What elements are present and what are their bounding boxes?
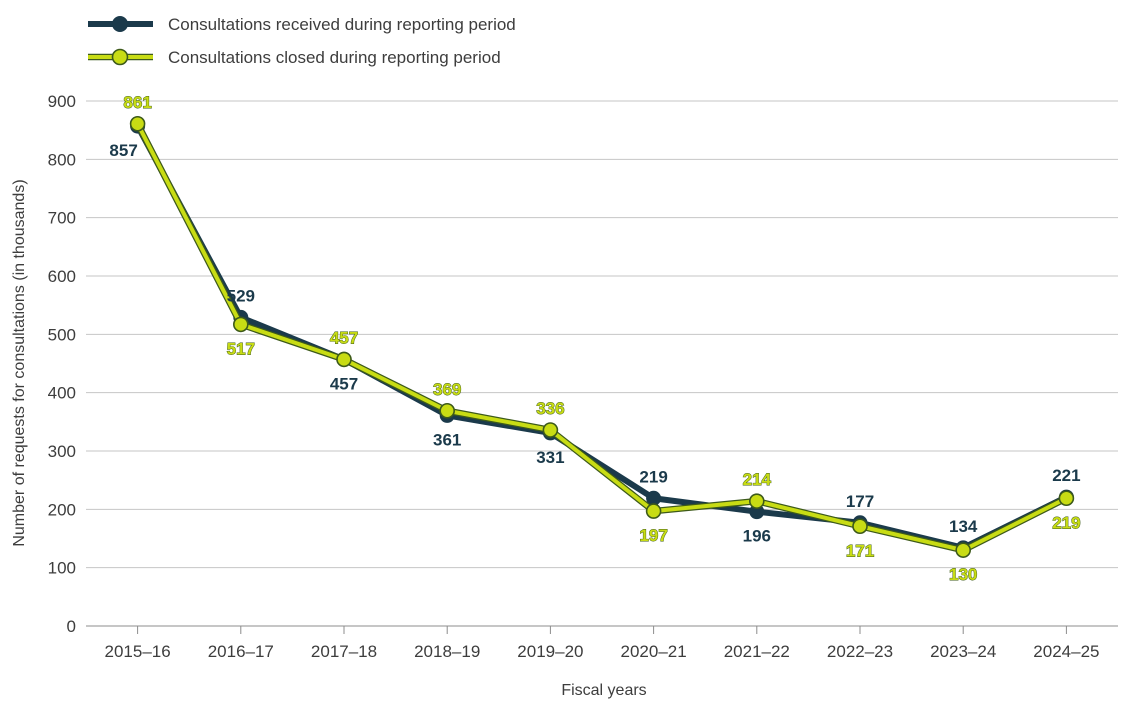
received-label-2018-19: 361 — [433, 430, 461, 449]
received-label-2017-18: 457 — [330, 374, 358, 393]
legend-closed-marker — [111, 48, 129, 66]
closed-point-2019-20 — [542, 422, 559, 438]
received-point-2020-21 — [646, 490, 662, 506]
x-tick-label-2023-24: 2023–24 — [930, 642, 996, 661]
y-tick-label-400: 400 — [48, 384, 76, 403]
y-tick-label-600: 600 — [48, 267, 76, 286]
y-tick-label-900: 900 — [48, 92, 76, 111]
closed-label-2015-16: 861 — [123, 93, 151, 112]
y-axis-title: Number of requests for consultations (in… — [11, 179, 28, 546]
closed-label-2016-17: 517 — [227, 339, 255, 358]
x-tick-label-2022-23: 2022–23 — [827, 642, 893, 661]
received-label-2016-17: 529 — [227, 286, 255, 305]
x-tick-label-2024-25: 2024–25 — [1033, 642, 1099, 661]
closed-point-2017-18 — [336, 351, 352, 368]
legend: Consultations received during reporting … — [88, 15, 516, 67]
y-tick-label-500: 500 — [48, 325, 76, 344]
y-tick-label-700: 700 — [48, 209, 76, 228]
y-axis-ticks: 0 100 200 300 400 500 600 700 800 900 — [48, 92, 76, 636]
closed-label-2019-20: 336 — [536, 399, 564, 418]
data-labels-group: 857 861 529 517 457 457 361 369 331 336 219 197 196 2… — [109, 92, 1081, 584]
closed-point-2021-22 — [748, 493, 765, 509]
closed-point-2018-19 — [439, 402, 456, 419]
y-tick-label-800: 800 — [48, 150, 76, 169]
closed-point-2016-17 — [233, 316, 249, 333]
gridlines — [86, 100, 1118, 627]
received-label-2020-21: 219 — [639, 467, 667, 486]
y-tick-label-200: 200 — [48, 500, 76, 519]
y-tick-label-0: 0 — [67, 617, 76, 636]
closed-label-2020-21: 197 — [639, 526, 667, 545]
closed-label-2023-24: 130 — [949, 565, 977, 584]
closed-point-2020-21 — [645, 503, 662, 519]
closed-label-2018-19: 369 — [433, 380, 461, 399]
legend-closed-label: Consultations closed during reporting pe… — [168, 48, 501, 67]
y-tick-label-300: 300 — [48, 442, 76, 461]
x-axis-title: Fiscal years — [561, 682, 646, 699]
closed-point-2023-24 — [955, 542, 972, 558]
x-tick-label-2021-22: 2021–22 — [724, 642, 790, 661]
closed-label-2021-22: 214 — [743, 470, 772, 489]
closed-label-2017-18: 457 — [330, 328, 358, 347]
x-tick-label-2015-16: 2015–16 — [105, 642, 171, 661]
received-label-2022-23: 177 — [846, 492, 874, 511]
x-tick-label-2016-17: 2016–17 — [208, 642, 274, 661]
x-tick-label-2019-20: 2019–20 — [517, 642, 583, 661]
closed-point-2022-23 — [852, 518, 868, 535]
x-tick-label-2017-18: 2017–18 — [311, 642, 377, 661]
series-closed-line — [135, 122, 1068, 553]
x-tick-label-2018-19: 2018–19 — [414, 642, 480, 661]
x-axis: 2015–16 2016–17 2017–18 2018–19 2019–20 2020–… — [105, 626, 1099, 661]
received-label-2023-24: 134 — [949, 517, 978, 536]
closed-label-2022-23: 171 — [846, 541, 874, 560]
received-label-2021-22: 196 — [743, 527, 771, 546]
closed-point-2015-16 — [129, 115, 146, 132]
received-label-2024-25: 221 — [1052, 466, 1080, 485]
received-label-2015-16: 857 — [109, 141, 137, 160]
closed-label-2024-25: 219 — [1052, 513, 1080, 532]
closed-point-2024-25 — [1058, 490, 1075, 507]
series-group — [129, 115, 1075, 558]
legend-received-marker — [112, 16, 128, 32]
legend-received-label: Consultations received during reporting … — [168, 15, 516, 34]
x-tick-label-2020-21: 2020–21 — [621, 642, 687, 661]
received-label-2019-20: 331 — [536, 448, 564, 467]
y-tick-label-100: 100 — [48, 559, 76, 578]
